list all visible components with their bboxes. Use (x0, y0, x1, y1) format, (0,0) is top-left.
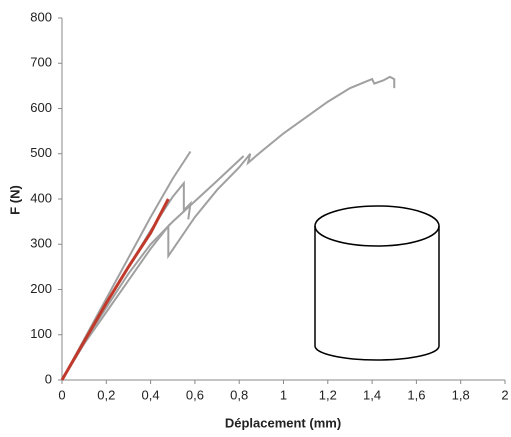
x-axis-label: Déplacement (mm) (225, 415, 341, 430)
y-tick-label: 600 (30, 100, 52, 115)
x-tick-label: 0,2 (97, 387, 115, 402)
y-tick-label: 300 (30, 236, 52, 251)
y-axis-label: F (N) (7, 185, 22, 215)
x-tick-label: 1,6 (407, 387, 425, 402)
y-tick-label: 400 (30, 190, 52, 205)
y-tick-label: 200 (30, 281, 52, 296)
x-tick-label: 0,6 (186, 387, 204, 402)
x-tick-label: 1,8 (452, 387, 470, 402)
y-tick-label: 700 (30, 55, 52, 70)
x-tick-label: 1,2 (319, 387, 337, 402)
line-series (60, 198, 170, 381)
y-tick-label: 100 (30, 326, 52, 341)
y-tick-label: 500 (30, 145, 52, 160)
y-tick-label: 0 (45, 371, 52, 386)
x-tick-label: 1,4 (363, 387, 381, 402)
x-tick-label: 0,4 (142, 387, 160, 402)
x-tick-label: 0 (58, 387, 65, 402)
line-series (61, 75, 396, 381)
y-tick-label: 800 (30, 9, 52, 24)
x-tick-label: 0,8 (230, 387, 248, 402)
cylinder (314, 205, 440, 361)
line-series (61, 180, 192, 381)
x-tick-label: 2 (501, 387, 508, 402)
x-tick-label: 1 (280, 387, 287, 402)
